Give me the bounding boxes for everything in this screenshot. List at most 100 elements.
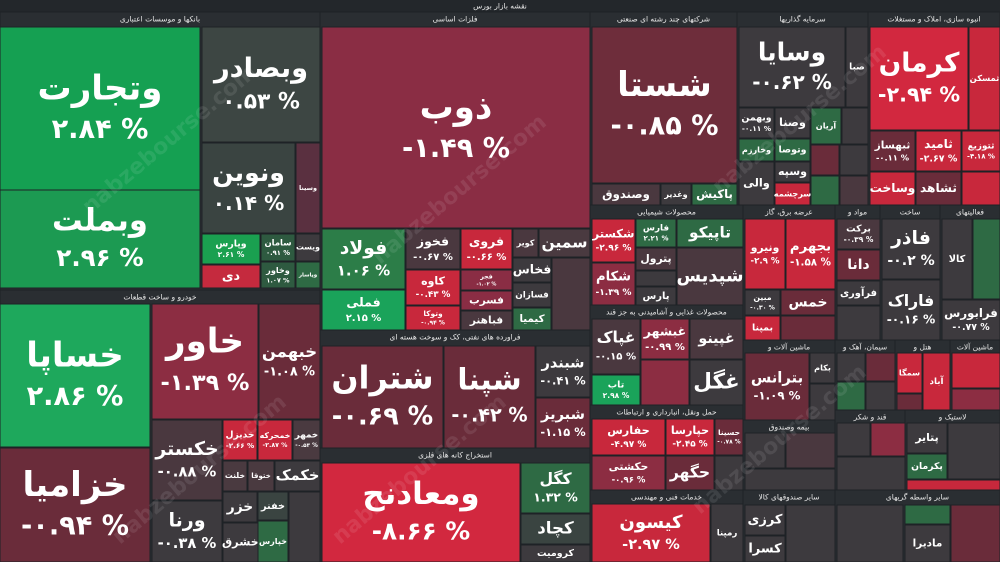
tile-name: وتجارت <box>38 68 163 108</box>
tile-name: پکرمان <box>911 461 943 472</box>
tile-name: سرچشمه <box>774 189 811 199</box>
tile-name: شکام <box>596 269 631 284</box>
tile-name: وساخت <box>870 181 916 195</box>
tile-filler <box>865 352 896 382</box>
tile-filler <box>780 315 836 341</box>
tile <box>257 419 293 461</box>
tile-name: ثبهساز <box>874 139 911 151</box>
tile <box>774 138 811 162</box>
tile-change: -۰.۹۴ % <box>21 511 129 542</box>
tile <box>512 228 539 258</box>
tile-name: وسینا <box>299 184 317 192</box>
tile <box>941 218 973 300</box>
tile <box>520 513 591 545</box>
tile-name: شکستر <box>592 227 635 242</box>
tile-name: مبین <box>753 293 771 302</box>
tile <box>591 218 636 263</box>
tile-name: خکستر <box>154 438 218 460</box>
tile-filler <box>785 504 836 562</box>
tile-name: خمس <box>789 295 828 311</box>
tile <box>738 26 846 108</box>
tile <box>201 142 296 234</box>
tile-name: وبصادر <box>212 53 308 84</box>
tile-change: -۰.۸۵ % <box>610 111 718 142</box>
tile-filler <box>744 432 786 469</box>
tile <box>201 233 261 265</box>
tile-change: -۲.۶۶ % <box>226 441 254 450</box>
tile-name: فرابورس <box>944 306 998 321</box>
tile-change: ۰.۵۳ % <box>222 89 300 114</box>
tile-filler <box>865 381 896 411</box>
tile-name: وصندوق <box>602 187 650 202</box>
tile <box>512 257 552 283</box>
tile-name: شتران <box>331 358 433 396</box>
tile-change: -۸.۶۶ % <box>372 517 471 546</box>
tile-name: فسازان <box>515 291 549 301</box>
tile <box>260 233 296 262</box>
tile <box>710 503 744 562</box>
tile-change: -۲.۴۵ % <box>672 440 707 450</box>
tile-name: بمپنا <box>752 323 773 334</box>
tile <box>665 418 715 456</box>
tile <box>676 247 744 306</box>
tile <box>535 345 591 398</box>
sector-name: سایر واسطه گریهای <box>886 493 949 502</box>
tile <box>295 142 321 234</box>
tile-change: -۰.۳۰ % <box>750 305 776 312</box>
tile-change: -۰.۲ % <box>887 253 934 269</box>
tile-change: -۰.۳۹ % <box>844 235 874 244</box>
tile <box>689 318 744 360</box>
tile-change: -۰.۶۲ % <box>752 70 832 94</box>
tile <box>201 264 261 289</box>
tile-name: ختوقا <box>251 471 271 480</box>
tile-name: خشرق <box>222 535 259 549</box>
tile-name: والی <box>743 176 770 190</box>
tile-filler <box>906 479 1000 491</box>
tile-filler <box>640 359 690 406</box>
tile <box>460 290 513 311</box>
tile <box>869 130 916 172</box>
tile-name: شبندر <box>540 354 584 371</box>
tile <box>257 520 289 562</box>
tile-name: پترول <box>640 252 671 265</box>
tile-name: آریان <box>816 121 837 131</box>
sector-name: استخراج کانه های فلزی <box>418 451 492 460</box>
tile <box>744 218 786 290</box>
tile-name: وبهمن <box>741 112 771 123</box>
tile-name: تاپیکو <box>688 224 731 243</box>
tile-filler <box>947 422 1000 480</box>
tile <box>591 318 641 375</box>
tile <box>744 315 781 341</box>
tile-name: وصنا <box>779 115 806 129</box>
tile-name: ثامید <box>924 137 953 151</box>
tile-name: بکام <box>814 363 831 374</box>
tile-name: فارس <box>643 224 669 234</box>
tile <box>836 218 881 250</box>
tile-change: ۲.۸۶ % <box>27 381 124 412</box>
sector-name: خدمات فنی و مهندسی <box>631 493 702 502</box>
sector-name: سرمایه گذاریها <box>779 15 825 24</box>
sector-name: لاستیک و <box>938 413 967 422</box>
tile-filler <box>836 305 881 341</box>
tile-name: خلنت <box>225 471 245 480</box>
tile-name: شستا <box>617 65 712 105</box>
tile <box>0 447 151 562</box>
tile <box>247 460 275 492</box>
tile-change: ۱.۰۷ % <box>266 276 290 284</box>
tile-change: ۲.۲۱ % <box>644 235 669 243</box>
tile <box>405 228 461 270</box>
tile-name: شبریز <box>540 406 585 423</box>
tile-name: خبهمن <box>262 342 317 362</box>
tile-name: صبا <box>849 63 865 73</box>
tile-name: فروی <box>469 234 504 249</box>
tile <box>321 26 591 229</box>
tile <box>714 418 744 456</box>
tile-change: -۲.۹ % <box>750 257 779 267</box>
tile-name: وسایا <box>758 37 826 67</box>
sector-name: مواد و <box>847 208 867 217</box>
tile-name: آباد <box>929 375 944 387</box>
tile-name: غبشهر <box>643 324 686 339</box>
tile-name: وپاسار <box>298 273 318 279</box>
tile <box>292 419 321 461</box>
